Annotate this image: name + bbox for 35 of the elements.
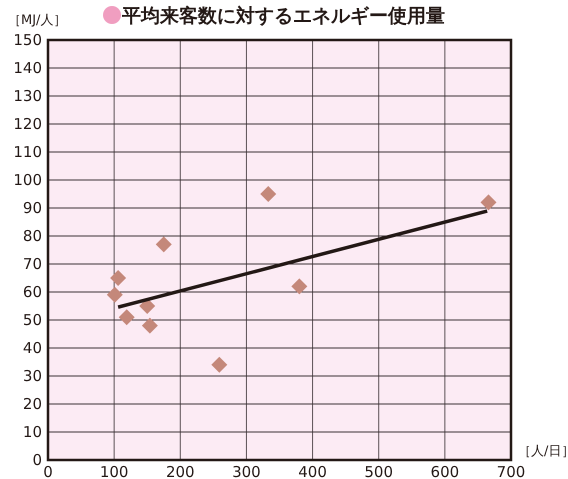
y-tick-label: 60	[22, 283, 42, 301]
y-tick-label: 30	[22, 367, 42, 385]
point	[110, 270, 126, 286]
y-tick-label: 90	[22, 199, 42, 217]
y-tick-label: 110	[13, 143, 42, 161]
x-tick-label: 400	[298, 463, 327, 479]
y-tick-label: 10	[22, 423, 42, 441]
x-tick-label: 300	[232, 463, 261, 479]
point	[480, 194, 497, 210]
x-tick-label: 0	[43, 463, 53, 479]
y-tick-label: 120	[13, 115, 42, 133]
y-tick-label: 50	[22, 311, 42, 329]
y-tick-label: 130	[13, 87, 42, 105]
point	[142, 318, 158, 334]
x-tick-label: 200	[166, 463, 195, 479]
point	[260, 186, 276, 202]
y-axis-title: ［MJ/人］	[8, 13, 66, 28]
x-tick-label: 600	[430, 463, 460, 479]
y-tick-label: 40	[22, 339, 42, 357]
point	[118, 309, 135, 326]
x-tick-label: 700	[496, 463, 526, 479]
chart-title: 平均来客数に対するエネルギー使用量	[121, 5, 445, 27]
y-tick-label: 150	[13, 31, 42, 49]
x-tick-label: 500	[364, 463, 394, 479]
x-axis-title: ［人/日］	[518, 444, 568, 459]
point	[106, 286, 123, 303]
y-tick-label: 100	[13, 171, 42, 189]
y-tick-label: 80	[22, 227, 42, 245]
y-tick-label: 70	[22, 255, 42, 273]
point	[156, 236, 172, 252]
y-tick-label: 20	[22, 395, 42, 413]
point	[211, 356, 228, 373]
x-tick-label: 100	[100, 463, 128, 479]
point	[291, 278, 308, 294]
y-tick-label: 140	[13, 59, 42, 77]
